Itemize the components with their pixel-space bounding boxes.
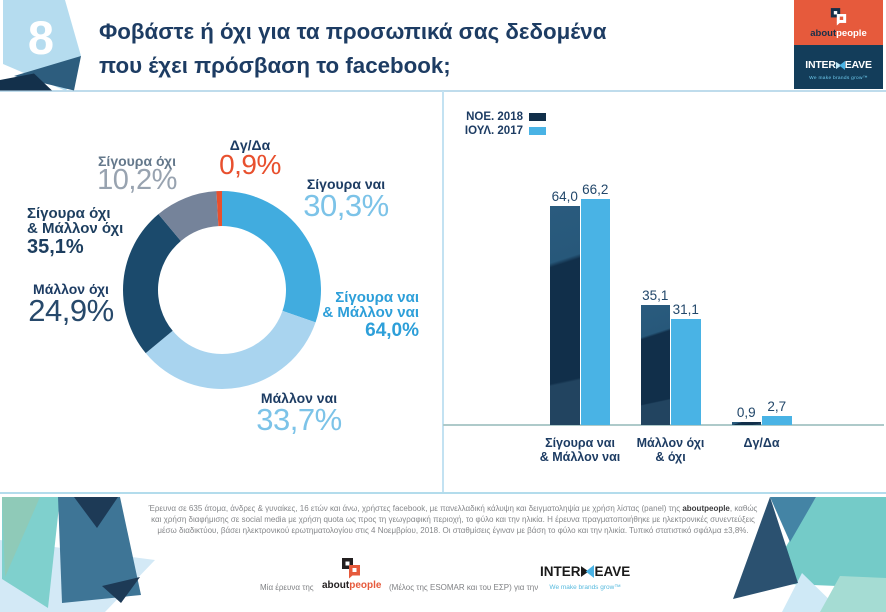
- interweave-tagline: We make brands grow™: [809, 76, 868, 81]
- interweave-footer-tagline: We make brands grow™: [549, 584, 621, 591]
- corner-decoration-bottom-right: [733, 497, 886, 612]
- bar-axis-line: [443, 424, 884, 426]
- bar-jul2017-1: [671, 318, 701, 425]
- bar-category-line: Δγ/Δα: [743, 436, 780, 450]
- legend-row-2017: ΙΟΥΛ. 2017: [455, 124, 546, 138]
- bar-jul2017-0: [580, 198, 610, 425]
- aboutpeople-wordmark: aboutpeople: [810, 28, 867, 39]
- donut-value-sigoura-nai: 30,3%: [303, 188, 389, 223]
- interweave-w-icon: [835, 60, 845, 70]
- corner-decoration-top-left: [0, 0, 81, 91]
- bar-value-label: 31,1: [672, 301, 699, 317]
- donut-label-sigoura-nai: Σίγουρα ναι: [306, 176, 386, 192]
- credit-prefix: Μία έρευνα της: [260, 583, 314, 592]
- corner-decoration-bottom-left: [0, 497, 155, 612]
- interweave-footer-logo: INTER EAVE We make brands grow™: [540, 563, 630, 591]
- aboutpeople-footer-icon: [342, 558, 360, 579]
- bar-category-line: Σίγουρα ναι: [545, 436, 615, 450]
- interweave-wordmark: INTER EAVE: [805, 59, 872, 71]
- donut-segment: [145, 310, 316, 389]
- aboutpeople-logo-block: aboutpeople: [794, 0, 883, 45]
- bar-value-label: 35,1: [642, 287, 669, 303]
- bar-value-label: 64,0: [551, 189, 578, 205]
- donut-value-mallon-ochi: 24,9%: [28, 293, 114, 328]
- donut-chart: [123, 191, 321, 389]
- aboutpeople-icon: [830, 8, 847, 26]
- footer-note: Έρευνα σε 635 άτομα, άνδρες & γυναίκες, …: [148, 504, 758, 535]
- bar-value-label: 66,2: [582, 181, 609, 197]
- bar-category-label: Μάλλον όχι & όχι: [601, 436, 741, 464]
- bar-category-label: Σίγουρα ναι & Μάλλον ναι: [510, 436, 650, 464]
- donut-value-dgda: 0,9%: [219, 149, 281, 180]
- interweave-footer-wordmark: INTER EAVE: [540, 564, 631, 579]
- bar-category-label: Δγ/Δα: [692, 436, 832, 451]
- bar-category-line: & όχι: [655, 449, 686, 464]
- bar-legend: ΝΟΕ. 2018 ΙΟΥΛ. 2017: [455, 110, 546, 138]
- interweave-footer-w-icon: [581, 565, 594, 578]
- bar-value-label: 0,9: [736, 404, 756, 420]
- donut-annotation-yes: Σίγουρα ναι & Μάλλον ναι 64,0%: [322, 289, 419, 341]
- page-title: Φοβάστε ή όχι για τα προσωπικά σας δεδομ…: [99, 19, 607, 78]
- header-logo-block: aboutpeople INTER EAVE We make brands gro…: [794, 0, 883, 89]
- slide-number: 8: [27, 11, 55, 64]
- bar-category-line: Μάλλον όχι: [636, 436, 705, 450]
- bar-chart: 64,0 66,2 Σίγουρα ναι & Μάλλον ναι 35,1 31,1 Μ…: [443, 91, 886, 497]
- donut-value-sigoura-ochi: 10,2%: [97, 164, 177, 196]
- bar-nov2018-2: [731, 421, 761, 425]
- bar-nov2018-1: [640, 304, 670, 425]
- credit-member: (Μέλος της ESOMAR και του ΕΣΡ): [389, 583, 512, 592]
- bar-jul2017-2: [762, 415, 792, 425]
- donut-segment: [123, 214, 181, 354]
- donut-label-dgda: Δγ/Δα: [229, 137, 271, 153]
- interweave-logo-block: INTER EAVE We make brands grow™: [794, 45, 883, 89]
- donut-segment: [158, 191, 219, 241]
- legend-row-2018: ΝΟΕ. 2018: [455, 110, 546, 124]
- legend-swatch-2018: [529, 113, 546, 121]
- credit-for: για την: [514, 583, 539, 592]
- donut-segment: [222, 191, 321, 323]
- donut-label-sigoura-ochi: Σίγουρα όχι: [98, 153, 176, 169]
- donut-value-mallon-nai: 33,7%: [256, 402, 342, 437]
- bar-category-line: & Μάλλον ναι: [539, 449, 621, 464]
- donut-label-mallon-ochi: Μάλλον όχι: [33, 281, 109, 297]
- legend-swatch-2017: [529, 127, 546, 135]
- donut-annotation-no: Σίγουρα όχι & Μάλλον όχι 35,1%: [27, 205, 124, 258]
- donut-segment: [216, 191, 222, 227]
- bar-value-label: 2,7: [767, 398, 787, 414]
- footer-divider-line: [0, 492, 886, 494]
- aboutpeople-footer-wordmark: aboutpeople: [322, 580, 382, 591]
- panel-divider-line: [442, 91, 444, 493]
- bar-nov2018-0: [550, 206, 580, 425]
- donut-label-mallon-nai: Μάλλον ναι: [260, 390, 338, 406]
